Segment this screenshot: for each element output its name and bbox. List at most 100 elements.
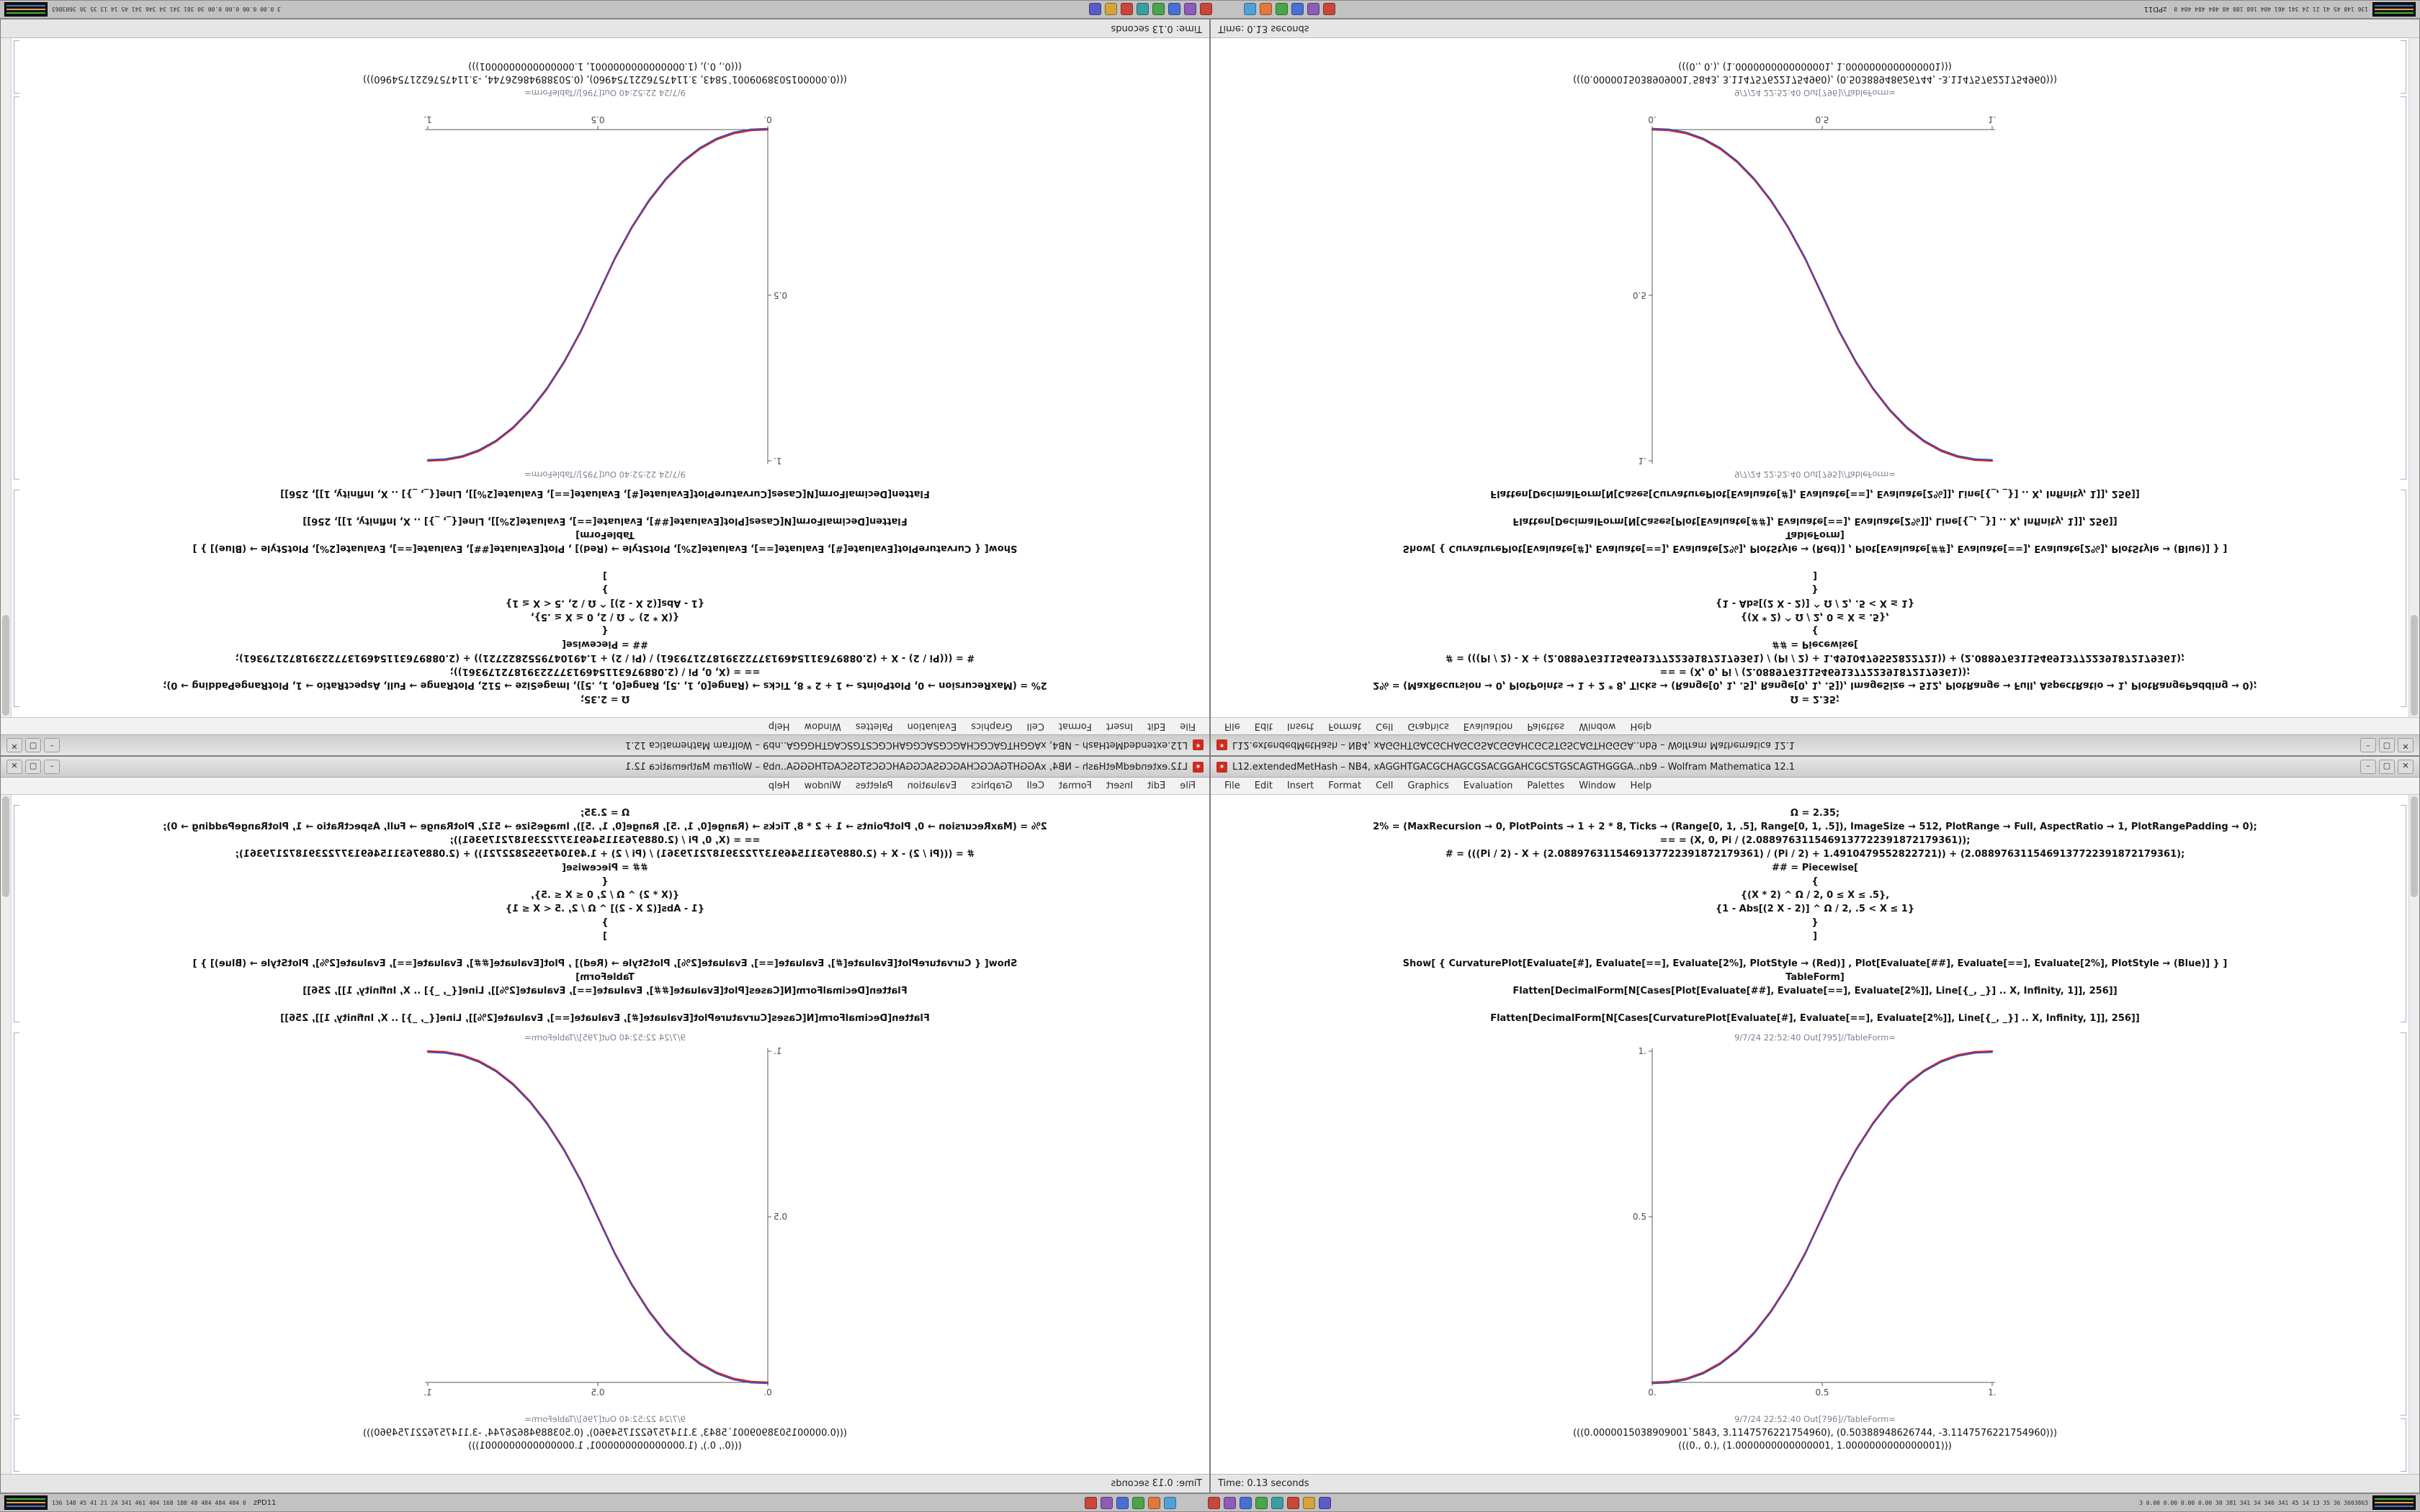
menu-item[interactable]: Insert <box>1106 721 1134 732</box>
input-line[interactable]: Show[ { CurvaturePlot[Evaluate[#], Evalu… <box>192 543 1018 554</box>
input-line[interactable]: # = (((Pi / 2) - X + (2.0889763115469137… <box>1445 849 2185 860</box>
input-line[interactable]: } <box>1811 584 1819 595</box>
menu-item[interactable]: Help <box>768 780 790 791</box>
menu-item[interactable]: File <box>1224 780 1240 791</box>
menu-item[interactable]: Window <box>1579 780 1616 791</box>
input-line[interactable]: Flatten[DecimalForm[N[Cases[Plot[Evaluat… <box>302 516 908 526</box>
vertical-scrollbar[interactable] <box>1 38 12 717</box>
input-line[interactable] <box>1211 998 2419 1012</box>
scrollbar-thumb[interactable] <box>2411 615 2418 716</box>
input-line[interactable]: {(X * 2) ^ Ω / 2, 0 ≤ X ≤ .5}, <box>530 611 680 622</box>
input-line[interactable]: } <box>601 584 609 595</box>
cell-bracket[interactable] <box>2401 96 2406 480</box>
menu-item[interactable]: Help <box>1630 721 1652 732</box>
app-icon-purple-2[interactable] <box>1184 3 1197 16</box>
cell-bracket[interactable] <box>2401 40 2406 94</box>
vertical-scrollbar[interactable] <box>2408 38 2419 717</box>
vertical-scrollbar[interactable] <box>1 795 12 1474</box>
menu-item[interactable]: Cell <box>1376 780 1394 791</box>
input-line[interactable]: Ω = 2.35; <box>1790 808 1840 819</box>
menu-item[interactable]: Evaluation <box>1463 721 1513 732</box>
cell-bracket[interactable] <box>2401 490 2406 707</box>
menu-item[interactable]: Help <box>768 721 790 732</box>
input-line[interactable]: {(X * 2) ^ Ω / 2, 0 ≤ X ≤ .5}, <box>530 890 680 901</box>
app-icon-teal[interactable] <box>1137 3 1150 16</box>
menu-item[interactable]: Edit <box>1254 780 1273 791</box>
input-line[interactable]: 2% = (MaxRecursion → 0, PlotPoints → 1 +… <box>163 680 1047 690</box>
scrollbar-thumb[interactable] <box>2411 796 2418 897</box>
input-line[interactable]: ] <box>1813 931 1817 942</box>
menu-item[interactable]: File <box>1180 780 1196 791</box>
cell-bracket[interactable] <box>14 1032 19 1416</box>
input-line[interactable]: ] <box>1813 570 1817 581</box>
menu-item[interactable]: Window <box>804 780 841 791</box>
maximize-button[interactable]: ▢ <box>25 760 41 774</box>
menu-item[interactable]: Cell <box>1026 780 1044 791</box>
input-line[interactable]: TableForm] <box>575 972 635 983</box>
app-icon-green[interactable] <box>1131 1496 1144 1509</box>
app-icon-lightblue[interactable] <box>1244 3 1257 16</box>
menu-item[interactable]: Palettes <box>1527 780 1565 791</box>
minimize-button[interactable]: – <box>2360 760 2376 774</box>
input-line[interactable]: Flatten[DecimalForm[N[Cases[CurvaturePlo… <box>280 1013 930 1024</box>
input-line[interactable]: {(X * 2) ^ Ω / 2, 0 ≤ X ≤ .5}, <box>1740 890 1890 901</box>
cell-bracket[interactable] <box>14 805 19 1022</box>
app-icon-indigo[interactable] <box>1089 3 1102 16</box>
input-line[interactable]: == = (X, 0, Pi / (2.08897631154691377223… <box>449 666 761 677</box>
input-line[interactable]: {(X * 2) ^ Ω / 2, 0 ≤ X ≤ .5}, <box>1740 611 1890 622</box>
input-line[interactable]: ] <box>603 570 607 581</box>
maximize-button[interactable]: ▢ <box>2379 738 2395 752</box>
input-line[interactable] <box>1211 943 2419 957</box>
app-icon-green[interactable] <box>1276 3 1289 16</box>
input-line[interactable]: } <box>1811 917 1819 928</box>
app-icon-green-2[interactable] <box>1255 1496 1268 1509</box>
cell-bracket[interactable] <box>14 40 19 94</box>
input-line[interactable]: Show[ { CurvaturePlot[Evaluate[#], Evalu… <box>192 958 1018 969</box>
input-line[interactable]: Show[ { CurvaturePlot[Evaluate[#], Evalu… <box>1402 958 2228 969</box>
input-line[interactable]: { <box>1811 876 1819 887</box>
input-line[interactable]: { <box>601 625 609 636</box>
input-line[interactable]: TableForm] <box>575 529 635 540</box>
input-line[interactable]: TableForm] <box>1785 529 1845 540</box>
menu-item[interactable]: File <box>1224 721 1240 732</box>
menu-item[interactable]: Format <box>1328 721 1362 732</box>
maximize-button[interactable]: ▢ <box>2379 760 2395 774</box>
cell-bracket[interactable] <box>2401 1032 2406 1416</box>
menu-item[interactable]: Edit <box>1147 780 1166 791</box>
app-icon-purple[interactable] <box>1100 1496 1113 1509</box>
input-line[interactable]: { <box>1811 625 1819 636</box>
menu-item[interactable]: Evaluation <box>907 780 957 791</box>
menu-item[interactable]: Evaluation <box>1463 780 1513 791</box>
menu-item[interactable]: Format <box>1058 721 1092 732</box>
input-line[interactable] <box>1 943 1209 957</box>
input-line[interactable]: Flatten[DecimalForm[N[Cases[CurvaturePlo… <box>280 488 930 499</box>
menu-item[interactable]: Window <box>1579 721 1616 732</box>
workspace-label[interactable]: zPD11 <box>253 1498 277 1507</box>
input-line[interactable]: {1 - Abs[(2 X - 2)] ^ Ω / 2, .5 < X ≤ 1} <box>1715 904 1915 914</box>
cell-bracket[interactable] <box>2401 805 2406 1022</box>
minimize-button[interactable]: – <box>44 760 60 774</box>
menu-item[interactable]: Edit <box>1254 721 1273 732</box>
app-icon-red-3[interactable] <box>1121 3 1134 16</box>
minimize-button[interactable]: – <box>44 738 60 752</box>
scrollbar-thumb[interactable] <box>2 796 9 897</box>
input-line[interactable] <box>1211 500 2419 514</box>
menu-item[interactable]: Insert <box>1286 780 1314 791</box>
input-line[interactable]: Ω = 2.35; <box>1790 693 1840 704</box>
menu-item[interactable]: Help <box>1630 780 1652 791</box>
menu-item[interactable]: Palettes <box>855 721 893 732</box>
window-titlebar[interactable]: L12.extendedMetHash – NB4, xAGGHTGACGCHA… <box>1211 757 2419 778</box>
app-icon-red[interactable] <box>1084 1496 1097 1509</box>
menu-item[interactable]: Insert <box>1106 780 1134 791</box>
app-icon-blue-2[interactable] <box>1239 1496 1252 1509</box>
input-line[interactable]: Flatten[DecimalForm[N[Cases[Plot[Evaluat… <box>1512 986 2118 996</box>
app-icon-orange[interactable] <box>1260 3 1273 16</box>
input-line[interactable]: TableForm] <box>1785 972 1845 983</box>
app-icon-teal[interactable] <box>1270 1496 1283 1509</box>
input-line[interactable]: ## = Piecewise[ <box>562 863 649 873</box>
cell-bracket[interactable] <box>2401 1418 2406 1472</box>
app-icon-red[interactable] <box>1323 3 1336 16</box>
input-line[interactable]: == = (X, 0, Pi / (2.08897631154691377223… <box>449 835 761 846</box>
app-icon-green-2[interactable] <box>1152 3 1165 16</box>
menu-item[interactable]: Graphics <box>971 780 1013 791</box>
